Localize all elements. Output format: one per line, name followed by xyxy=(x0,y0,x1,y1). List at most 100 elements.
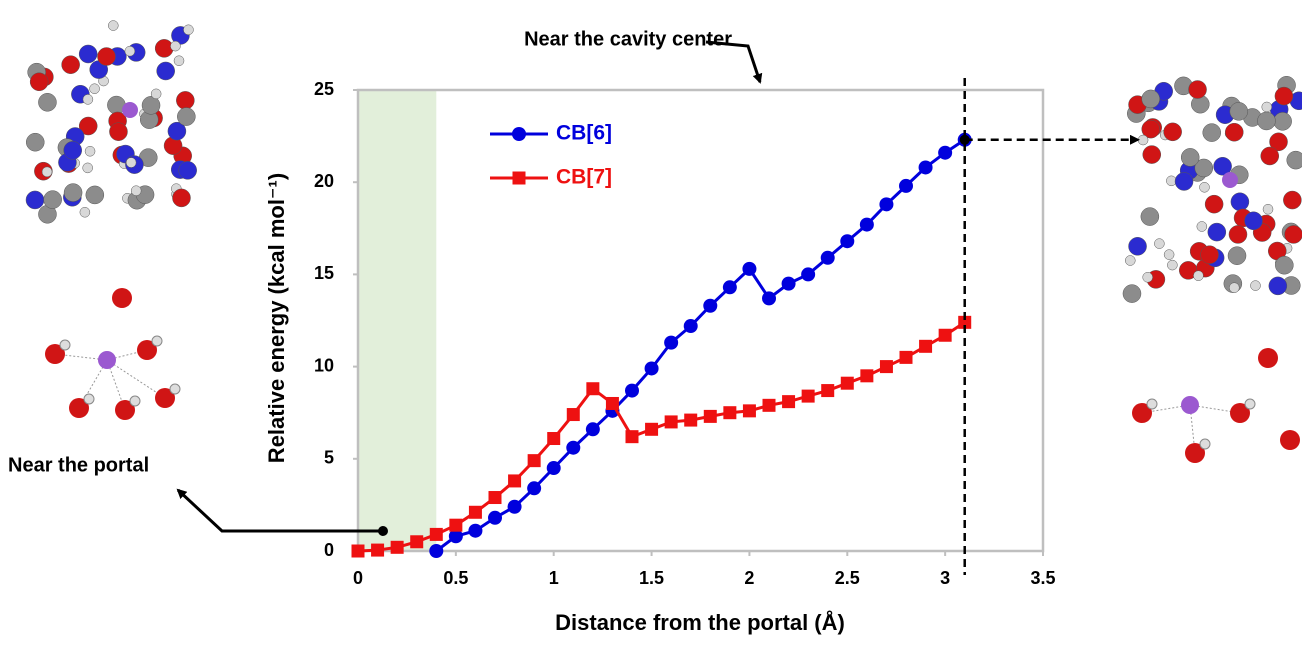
atom xyxy=(1143,146,1161,164)
data-point xyxy=(547,461,561,475)
data-point xyxy=(665,415,678,428)
atom xyxy=(125,46,135,56)
x-tick-label: 1.5 xyxy=(639,568,664,588)
bond xyxy=(107,360,165,398)
atom xyxy=(170,41,180,51)
atom xyxy=(177,108,195,126)
ion xyxy=(122,102,138,118)
atom xyxy=(1143,272,1153,282)
data-point xyxy=(352,545,365,558)
data-point xyxy=(762,291,776,305)
atom xyxy=(1228,247,1246,265)
data-point xyxy=(508,474,521,487)
atom xyxy=(1197,221,1207,231)
y-tick-label: 25 xyxy=(314,79,334,99)
data-point xyxy=(391,541,404,554)
ion xyxy=(1181,396,1199,414)
legend-marker xyxy=(513,172,526,185)
atom xyxy=(1203,124,1221,142)
atom xyxy=(1283,191,1301,209)
y-tick-label: 15 xyxy=(314,263,334,283)
data-point xyxy=(469,506,482,519)
data-point xyxy=(567,408,580,421)
ion xyxy=(98,351,116,369)
x-axis-label: Distance from the portal (Å) xyxy=(555,609,845,635)
atom xyxy=(142,96,160,114)
atom xyxy=(1200,439,1210,449)
data-point xyxy=(919,340,932,353)
atom xyxy=(1275,256,1293,274)
atom xyxy=(1229,283,1239,293)
atom xyxy=(131,186,141,196)
data-point xyxy=(860,369,873,382)
atom xyxy=(109,123,127,141)
data-point xyxy=(919,160,933,174)
x-tick-label: 0.5 xyxy=(443,568,468,588)
atom xyxy=(1250,281,1260,291)
atom xyxy=(1193,271,1203,281)
atom xyxy=(126,158,136,168)
y-tick-label: 5 xyxy=(324,448,334,468)
atom xyxy=(97,48,115,66)
data-point xyxy=(547,432,560,445)
plot-border xyxy=(358,90,1043,551)
atom xyxy=(1125,256,1135,266)
legend-label: CB[6] xyxy=(556,122,612,145)
atom xyxy=(1263,204,1273,214)
atom xyxy=(1154,239,1164,249)
data-point xyxy=(410,535,423,548)
data-point xyxy=(645,361,659,375)
atom xyxy=(157,62,175,80)
data-point xyxy=(860,218,874,232)
data-point xyxy=(684,414,697,427)
data-point xyxy=(723,406,736,419)
annotation-arrow xyxy=(178,490,383,531)
data-point xyxy=(763,399,776,412)
atom xyxy=(1262,102,1272,112)
atom xyxy=(80,207,90,217)
legend-marker xyxy=(512,127,526,141)
atom xyxy=(112,288,132,308)
y-tick-label: 10 xyxy=(314,355,334,375)
data-point xyxy=(782,277,796,291)
data-point xyxy=(900,351,913,364)
atom xyxy=(1164,250,1174,260)
data-point xyxy=(939,329,952,342)
atom xyxy=(151,89,161,99)
x-tick-label: 0 xyxy=(353,568,363,588)
legend-label: CB[7] xyxy=(556,166,612,189)
atom xyxy=(90,84,100,94)
atom xyxy=(64,141,82,159)
atom xyxy=(44,191,62,209)
data-point xyxy=(606,397,619,410)
atom xyxy=(152,336,162,346)
data-point xyxy=(704,410,717,423)
data-point xyxy=(508,500,522,514)
data-point xyxy=(821,251,835,265)
atom xyxy=(1164,123,1182,141)
atom xyxy=(1141,208,1159,226)
atom xyxy=(108,21,118,31)
atom xyxy=(1225,123,1243,141)
data-point xyxy=(429,544,443,558)
data-point xyxy=(371,544,384,557)
atom xyxy=(1142,90,1160,108)
atom xyxy=(38,93,56,111)
atom xyxy=(79,45,97,63)
atom xyxy=(172,189,190,207)
atom xyxy=(84,394,94,404)
data-point xyxy=(430,528,443,541)
data-point xyxy=(489,491,502,504)
x-tick-label: 3 xyxy=(940,568,950,588)
data-point xyxy=(488,511,502,525)
data-point xyxy=(626,430,639,443)
atom xyxy=(1199,182,1209,192)
atom xyxy=(1129,237,1147,255)
y-tick-label: 20 xyxy=(314,171,334,191)
data-point xyxy=(742,262,756,276)
atom xyxy=(1261,147,1279,165)
atom xyxy=(130,396,140,406)
atom xyxy=(1147,399,1157,409)
data-point xyxy=(527,481,541,495)
ion xyxy=(1222,172,1238,188)
